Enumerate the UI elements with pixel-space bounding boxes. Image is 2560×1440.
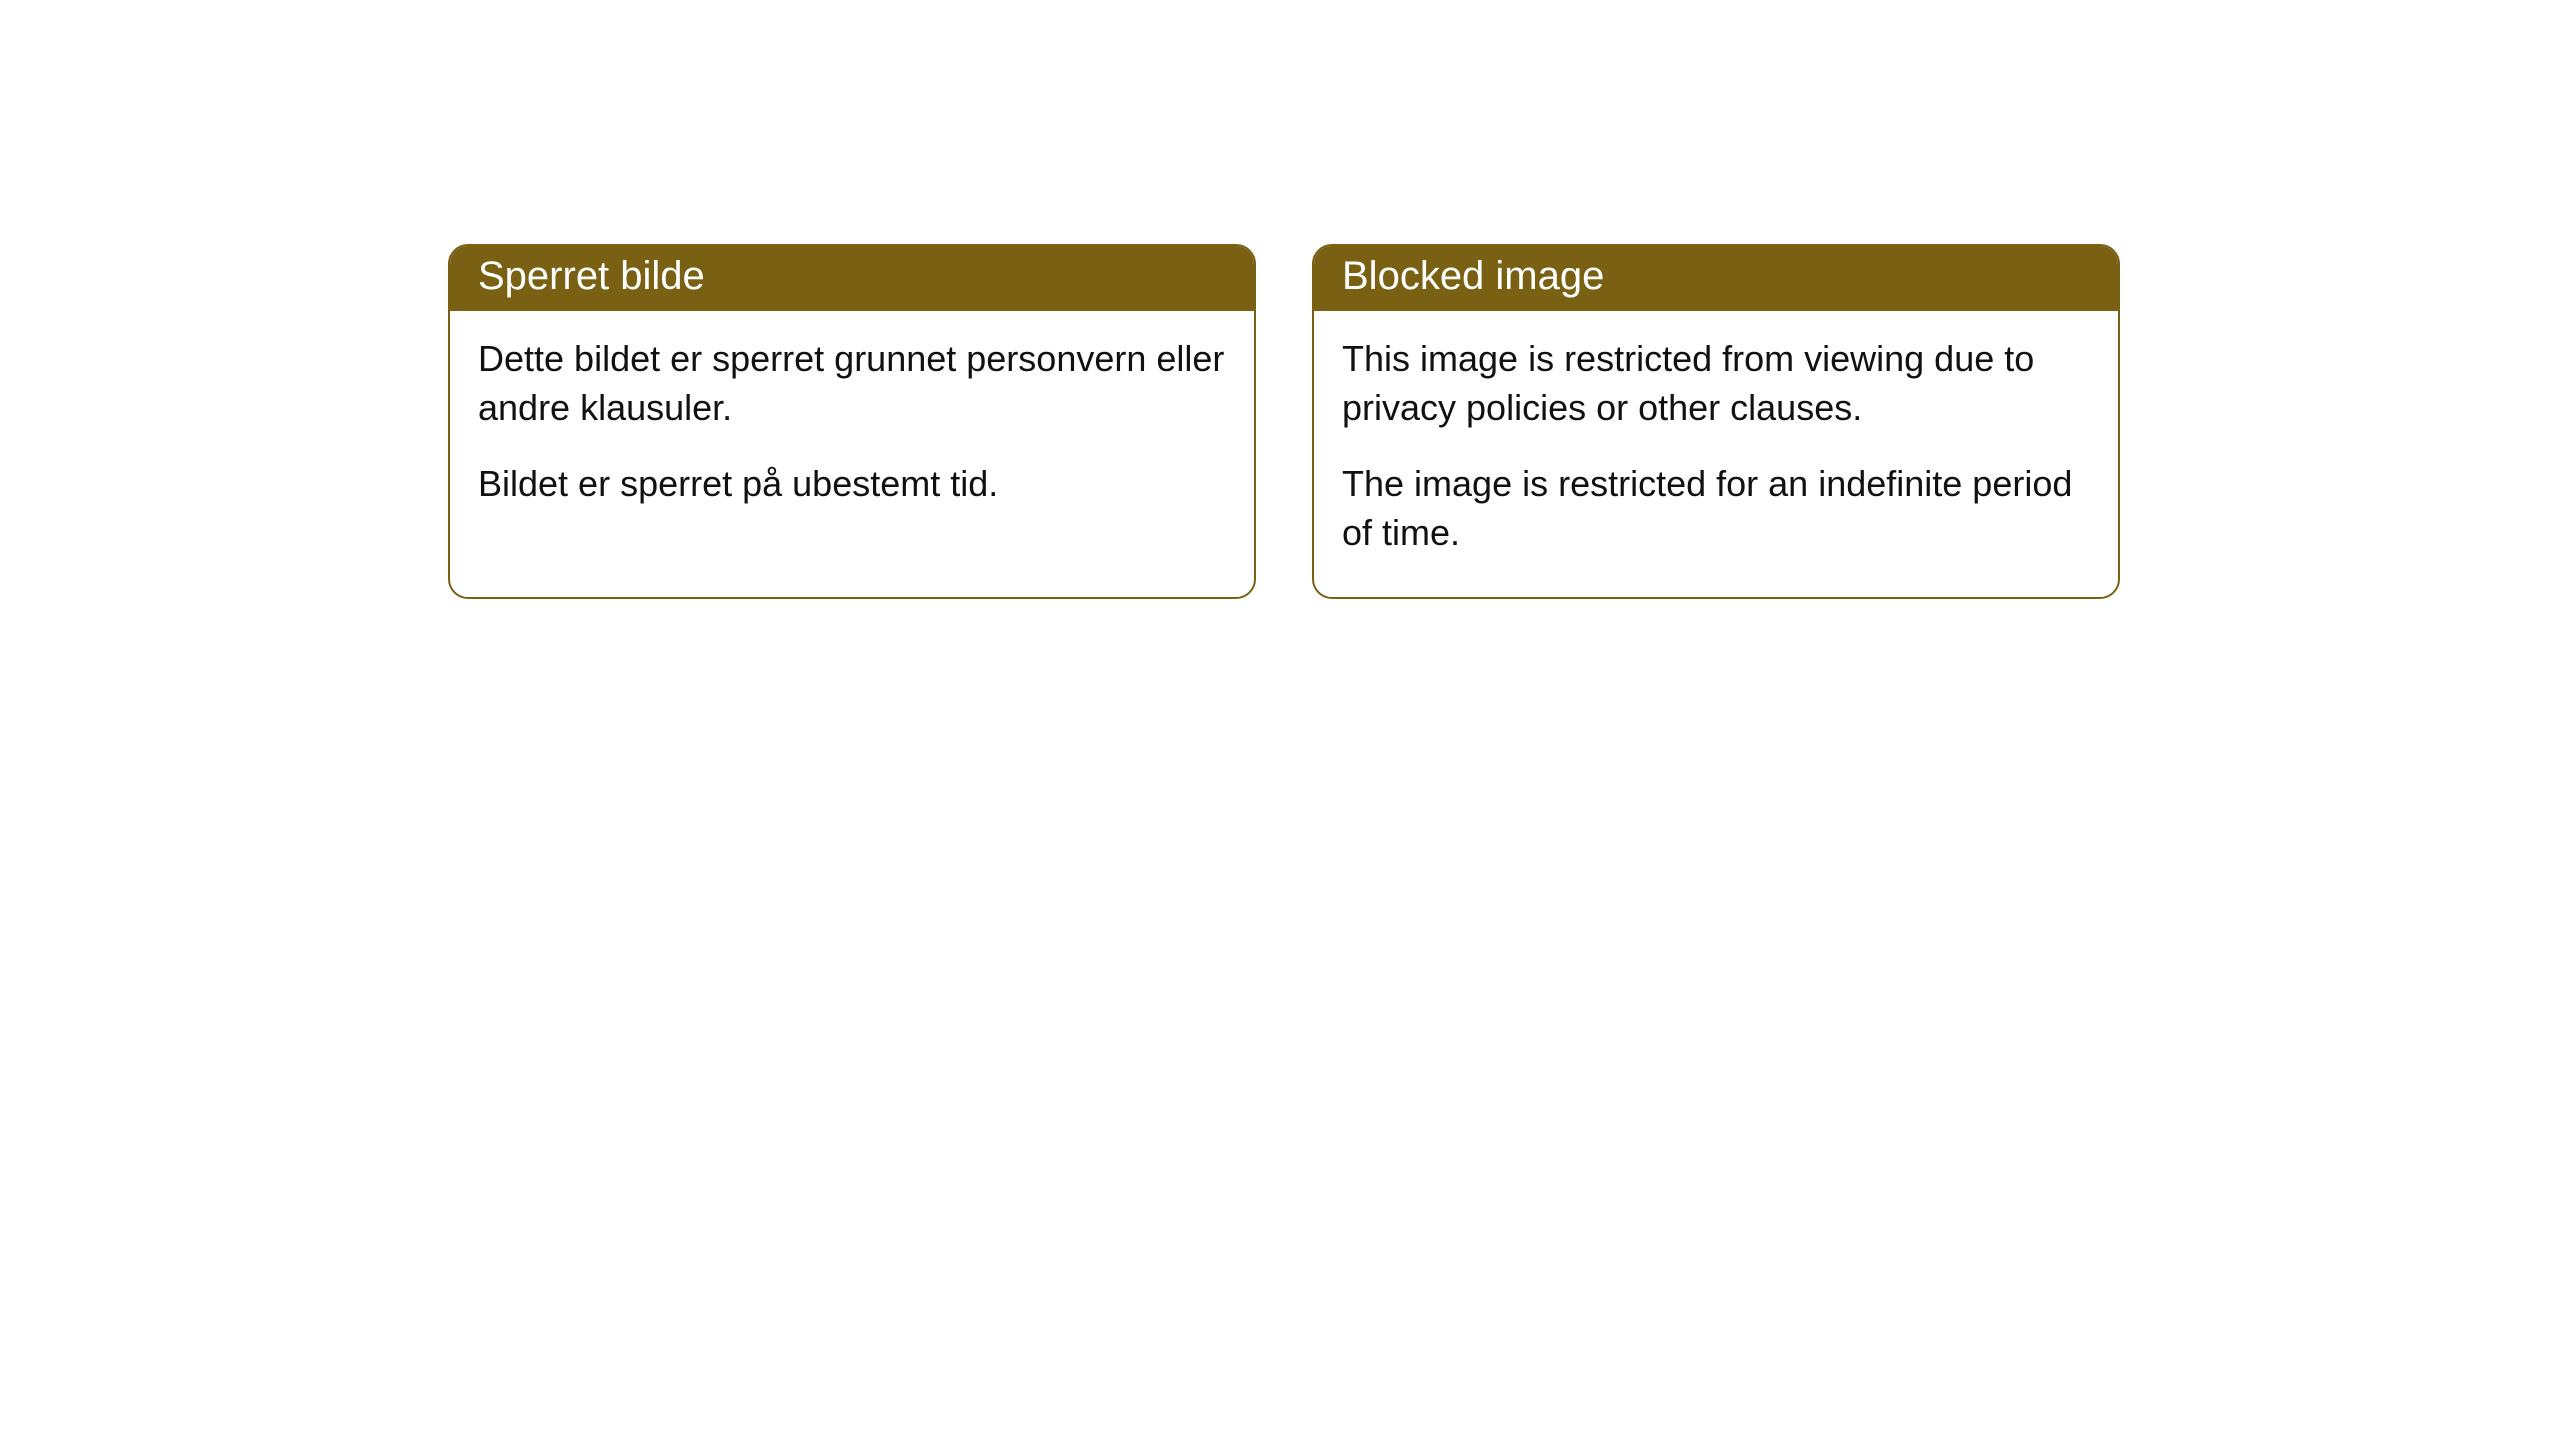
card-para2-en: The image is restricted for an indefinit… [1342,460,2090,557]
card-body-en: This image is restricted from viewing du… [1314,311,2118,597]
card-para2-no: Bildet er sperret på ubestemt tid. [478,460,1226,509]
blocked-image-card-no: Sperret bilde Dette bildet er sperret gr… [448,244,1256,599]
card-para1-en: This image is restricted from viewing du… [1342,335,2090,432]
card-header-en: Blocked image [1314,246,2118,311]
card-title-no: Sperret bilde [478,254,705,298]
card-title-en: Blocked image [1342,254,1604,298]
card-body-no: Dette bildet er sperret grunnet personve… [450,311,1254,549]
card-header-no: Sperret bilde [450,246,1254,311]
cards-container: Sperret bilde Dette bildet er sperret gr… [0,0,2560,599]
card-para1-no: Dette bildet er sperret grunnet personve… [478,335,1226,432]
blocked-image-card-en: Blocked image This image is restricted f… [1312,244,2120,599]
